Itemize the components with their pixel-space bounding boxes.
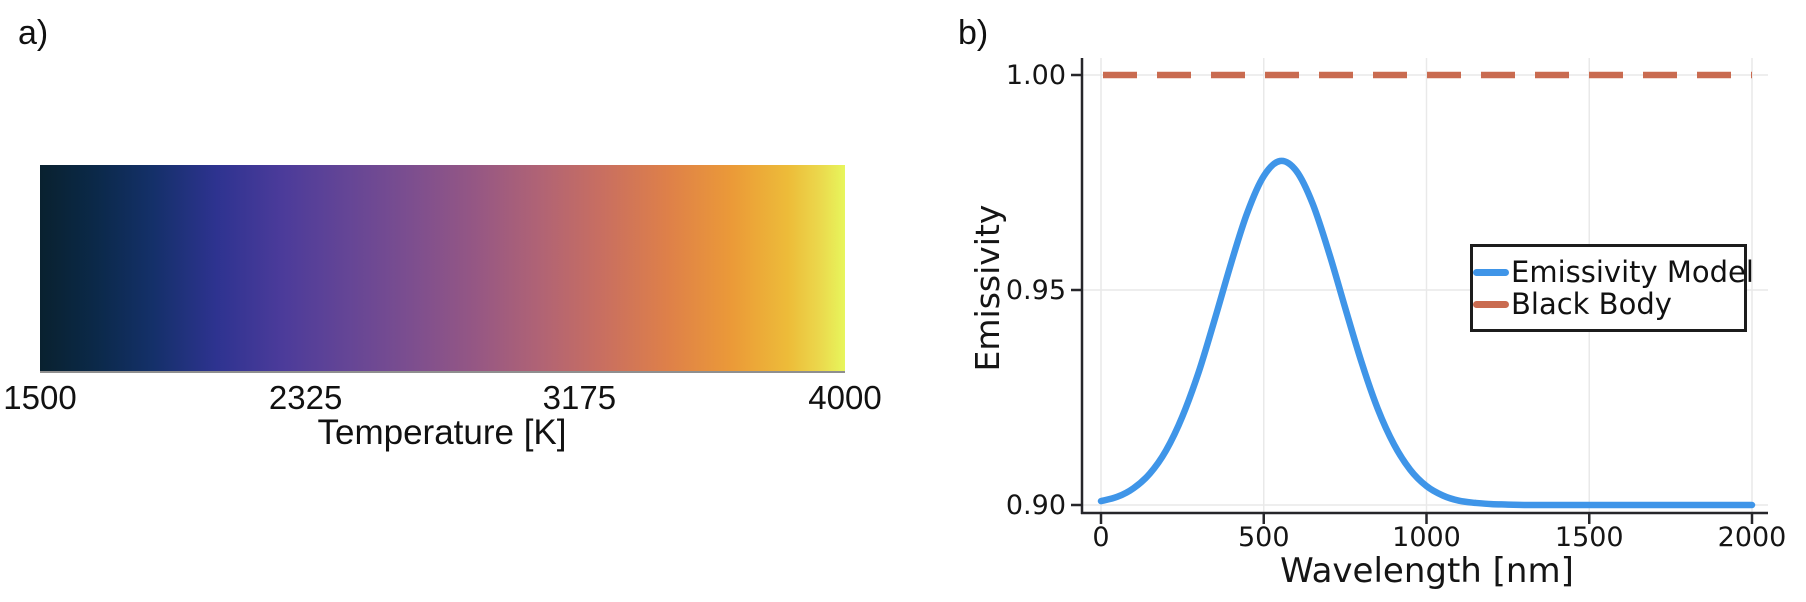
plot-legend: Emissivity Model Black Body: [1470, 244, 1754, 332]
legend-line-swatch-blue: [1473, 268, 1509, 276]
colorbar-tick-3175: 3175: [542, 379, 617, 416]
plot-axes: [1071, 58, 1768, 524]
x-tick-1500: 1500: [1555, 522, 1624, 553]
emissivity-model-curve: [1097, 157, 1756, 509]
x-tick-500: 500: [1238, 522, 1290, 553]
legend-line-swatch-orange: [1473, 300, 1509, 308]
legend-entry-emissivity-model: Emissivity Model: [1473, 256, 1754, 288]
colorbar-tick-2325: 2325: [268, 379, 343, 416]
y-tick-0.95: 0.95: [1006, 275, 1066, 306]
panel-a-label: a): [18, 14, 49, 52]
y-tick-0.90: 0.90: [1006, 490, 1066, 521]
x-tick-0: 0: [1092, 522, 1109, 553]
colorbar-tick-4000: 4000: [808, 379, 882, 416]
x-tick-2000: 2000: [1718, 522, 1787, 553]
legend-label: Black Body: [1511, 286, 1672, 321]
y-axis-label: Emissivity: [968, 204, 1007, 372]
legend-entry-black-body: Black Body: [1473, 288, 1742, 320]
x-tick-1000: 1000: [1392, 522, 1461, 553]
plot-series: [1097, 71, 1756, 509]
plot-tick-labels: 0.90 0.95 1.00 0 500 1000 1500 2000: [1006, 60, 1786, 553]
legend-label: Emissivity Model: [1511, 254, 1754, 289]
x-axis-label: Wavelength [nm]: [1280, 551, 1574, 591]
colorbar-tick-1500: 1500: [3, 379, 77, 416]
panel-b-label: b): [958, 14, 989, 52]
colorbar-axis-label: Temperature [K]: [317, 413, 567, 452]
temperature-colorbar: [40, 165, 845, 373]
y-tick-1.00: 1.00: [1006, 60, 1066, 91]
